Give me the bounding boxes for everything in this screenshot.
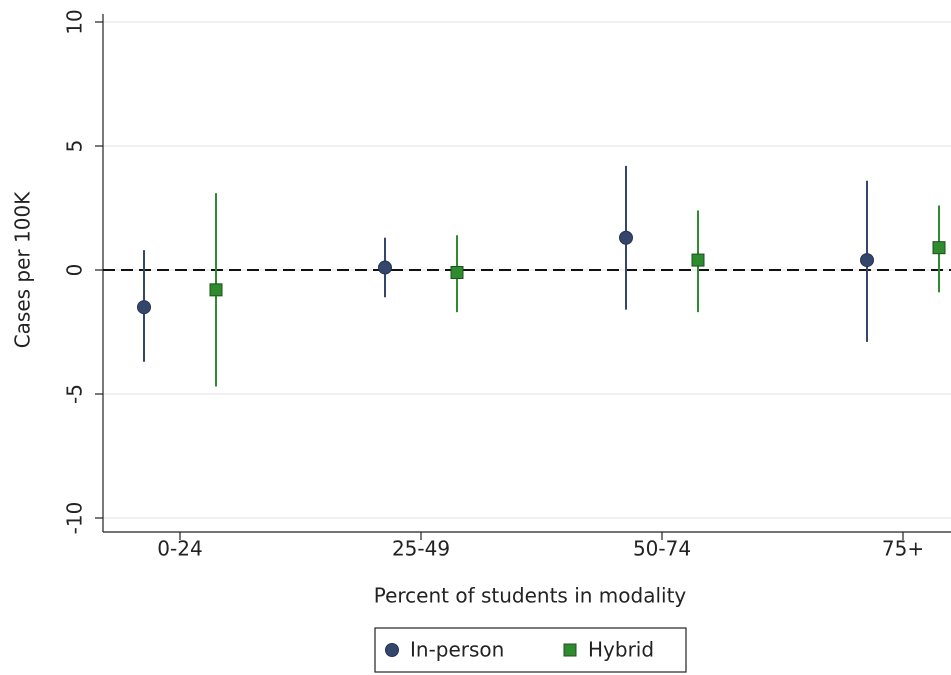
point	[137, 300, 151, 315]
point	[860, 253, 874, 268]
y-axis-label: Cases per 100K	[11, 191, 35, 348]
legend-marker	[563, 643, 577, 657]
y-tick-label: -5	[63, 384, 87, 404]
legend-marker	[385, 643, 399, 657]
x-tick-label: 25-49	[392, 537, 450, 561]
legend-label: In-person	[410, 638, 504, 662]
y-tick-label: -10	[63, 502, 87, 535]
point	[932, 241, 946, 255]
legend-label: Hybrid	[588, 638, 654, 662]
x-tick-label: 0-24	[157, 537, 202, 561]
x-tick-label: 50-74	[633, 537, 691, 561]
point	[691, 253, 705, 267]
x-axis-label: Percent of students in modality	[374, 584, 687, 608]
y-tick-label: 5	[63, 140, 87, 153]
legend-box	[374, 627, 687, 673]
y-tick-label: 10	[63, 9, 87, 34]
point	[619, 230, 633, 245]
point	[209, 283, 223, 297]
point	[378, 260, 392, 275]
point	[450, 265, 464, 279]
x-tick-label: 75+	[882, 537, 924, 561]
y-tick-label: 0	[63, 264, 87, 277]
